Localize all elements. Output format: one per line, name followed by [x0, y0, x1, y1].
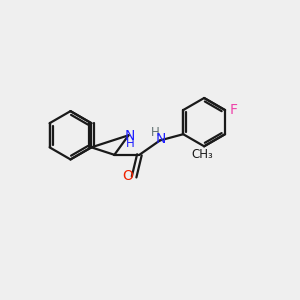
Text: H: H: [151, 126, 160, 139]
Text: N: N: [125, 129, 135, 143]
Text: N: N: [155, 132, 166, 146]
Text: CH₃: CH₃: [192, 148, 214, 161]
Text: F: F: [229, 103, 237, 117]
Text: H: H: [126, 137, 134, 150]
Text: O: O: [122, 169, 133, 183]
